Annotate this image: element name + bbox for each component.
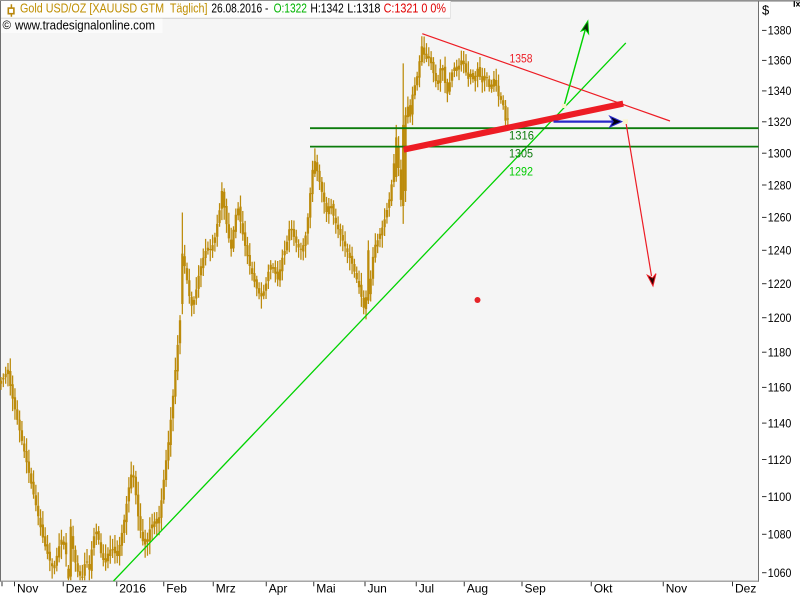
svg-text:1305: 1305 bbox=[509, 146, 533, 160]
svg-text:1340: 1340 bbox=[768, 84, 792, 98]
svg-text:www.tradesignalonline.com: www.tradesignalonline.com bbox=[14, 17, 155, 32]
svg-text:1200: 1200 bbox=[768, 311, 792, 325]
svg-text:1316: 1316 bbox=[509, 128, 534, 142]
svg-text:1358: 1358 bbox=[510, 51, 533, 65]
svg-text:Feb: Feb bbox=[166, 581, 187, 595]
svg-text:C:1321 0 0%: C:1321 0 0% bbox=[384, 1, 447, 16]
svg-text:1060: 1060 bbox=[768, 566, 792, 580]
svg-text:Nov: Nov bbox=[666, 581, 687, 595]
svg-text:Okt: Okt bbox=[594, 581, 613, 595]
svg-text:Gold USD/OZ [XAUUSD GTM Tägli: Gold USD/OZ [XAUUSD GTM Täglich] bbox=[20, 1, 208, 16]
svg-text:1360: 1360 bbox=[768, 54, 792, 68]
svg-text:Sep: Sep bbox=[525, 581, 547, 595]
svg-text:1140: 1140 bbox=[768, 416, 792, 430]
svg-text:26.08.2016 -: 26.08.2016 - bbox=[211, 1, 268, 16]
svg-text:Jul: Jul bbox=[419, 581, 434, 595]
svg-text:1100: 1100 bbox=[768, 490, 792, 504]
svg-text:©: © bbox=[3, 20, 12, 32]
svg-text:$: $ bbox=[762, 3, 770, 18]
svg-text:L:1318: L:1318 bbox=[347, 1, 380, 16]
svg-text:Dez: Dez bbox=[66, 581, 87, 595]
svg-text:1292: 1292 bbox=[509, 164, 533, 178]
svg-text:1160: 1160 bbox=[768, 381, 792, 395]
svg-text:Mai: Mai bbox=[316, 581, 335, 595]
svg-text:O:1322: O:1322 bbox=[274, 1, 307, 16]
svg-text:1260: 1260 bbox=[768, 211, 792, 225]
svg-text:1120: 1120 bbox=[768, 453, 792, 467]
svg-text:1080: 1080 bbox=[768, 528, 792, 542]
svg-text:Dez: Dez bbox=[735, 581, 756, 595]
svg-text:1280: 1280 bbox=[768, 178, 792, 192]
svg-text:Jun: Jun bbox=[368, 581, 387, 595]
svg-text:Nov: Nov bbox=[17, 581, 38, 595]
svg-text:1320: 1320 bbox=[768, 115, 792, 129]
svg-text:1300: 1300 bbox=[768, 147, 792, 161]
svg-text:2016: 2016 bbox=[119, 581, 146, 595]
svg-text:H:1342: H:1342 bbox=[310, 1, 343, 16]
svg-text:1220: 1220 bbox=[768, 277, 792, 291]
svg-text:Aug: Aug bbox=[467, 581, 488, 595]
svg-text:Apr: Apr bbox=[269, 581, 288, 595]
svg-text:Mrz: Mrz bbox=[216, 581, 236, 595]
svg-text:1240: 1240 bbox=[768, 244, 792, 258]
svg-text:1380: 1380 bbox=[768, 24, 792, 38]
svg-text:1180: 1180 bbox=[768, 346, 792, 360]
